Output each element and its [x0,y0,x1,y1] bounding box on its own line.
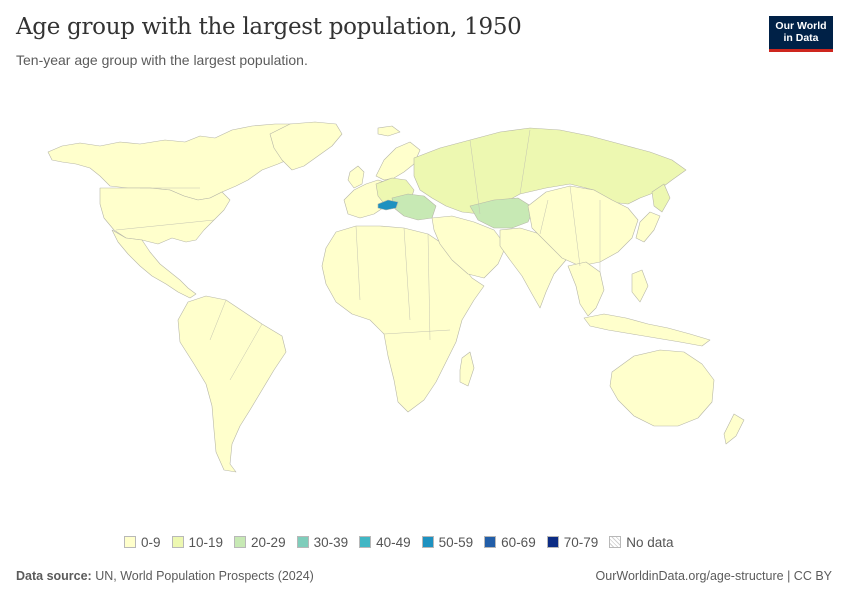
legend-label: 20-29 [251,534,286,550]
map-japan[interactable] [635,211,661,243]
source-label: Data source: [16,569,92,583]
map-usa[interactable] [99,187,231,245]
logo-line-2: in Data [783,31,819,44]
map-scandinavia[interactable] [375,141,421,181]
legend-swatch [171,536,184,548]
logo-line-1: Our World [775,20,827,32]
owid-logo[interactable]: Our World in Data [769,16,833,52]
legend-label: No data [626,534,674,550]
credit-suffix: | CC BY [783,569,832,583]
map-kamchatka[interactable] [651,183,671,213]
map-philippines[interactable] [631,269,649,303]
legend-item[interactable]: No data [609,534,674,550]
map-austria[interactable] [377,199,399,211]
legend-item[interactable]: 50-59 [421,534,474,550]
map-australia[interactable] [609,349,715,427]
legend-swatch [484,536,497,548]
legend-swatch [609,536,622,548]
legend-label: 40-49 [376,534,411,550]
legend: 0-9 10-19 20-29 30-39 40-49 50-59 60-69 70-79 No… [124,533,685,551]
map-eastern-europe[interactable] [391,193,437,221]
legend-label: 0-9 [141,534,161,550]
legend-item[interactable]: 0-9 [124,535,161,550]
map-indonesia[interactable] [583,313,711,347]
map-south-america[interactable] [177,295,287,473]
legend-label: 70-79 [563,534,599,550]
map-africa[interactable] [321,225,485,413]
legend-label: 10-19 [188,534,224,550]
legend-item[interactable]: 30-39 [296,534,349,550]
source-text: UN, World Population Prospects (2024) [91,569,314,583]
legend-label: 30-39 [313,534,349,550]
map-southeast-asia[interactable] [567,261,605,317]
map-russia[interactable] [413,127,687,215]
legend-item[interactable]: 10-19 [171,534,224,550]
world-map[interactable] [0,80,850,520]
map-uk[interactable] [347,165,365,189]
chart-subtitle: Ten-year age group with the largest popu… [16,52,308,68]
chart-title: Age group with the largest population, 1… [16,14,522,40]
legend-item[interactable]: 60-69 [484,535,536,550]
data-source: Data source: UN, World Population Prospe… [16,569,314,583]
legend-swatch [421,536,434,548]
credit: OurWorldinData.org/age-structure | CC BY [596,569,832,583]
legend-label: 50-59 [438,534,474,550]
credit-link[interactable]: OurWorldinData.org/age-structure [595,569,784,583]
legend-item[interactable]: 40-49 [359,535,411,550]
map-greenland[interactable] [269,121,343,171]
map-middle-east[interactable] [431,215,507,279]
legend-item[interactable]: 70-79 [546,534,599,550]
map-madagascar[interactable] [459,351,475,387]
legend-swatch [296,536,309,548]
map-iceland[interactable] [377,125,401,137]
legend-swatch [546,536,559,548]
map-china[interactable] [527,185,639,267]
map-central-asia[interactable] [469,197,535,229]
legend-label: 60-69 [501,534,536,550]
legend-swatch [124,536,136,548]
map-central-america[interactable] [111,229,197,299]
legend-swatch [234,536,247,548]
legend-swatch [359,536,372,548]
map-new-zealand[interactable] [723,413,745,445]
legend-item[interactable]: 20-29 [234,535,286,550]
map-country-borders [115,129,601,381]
